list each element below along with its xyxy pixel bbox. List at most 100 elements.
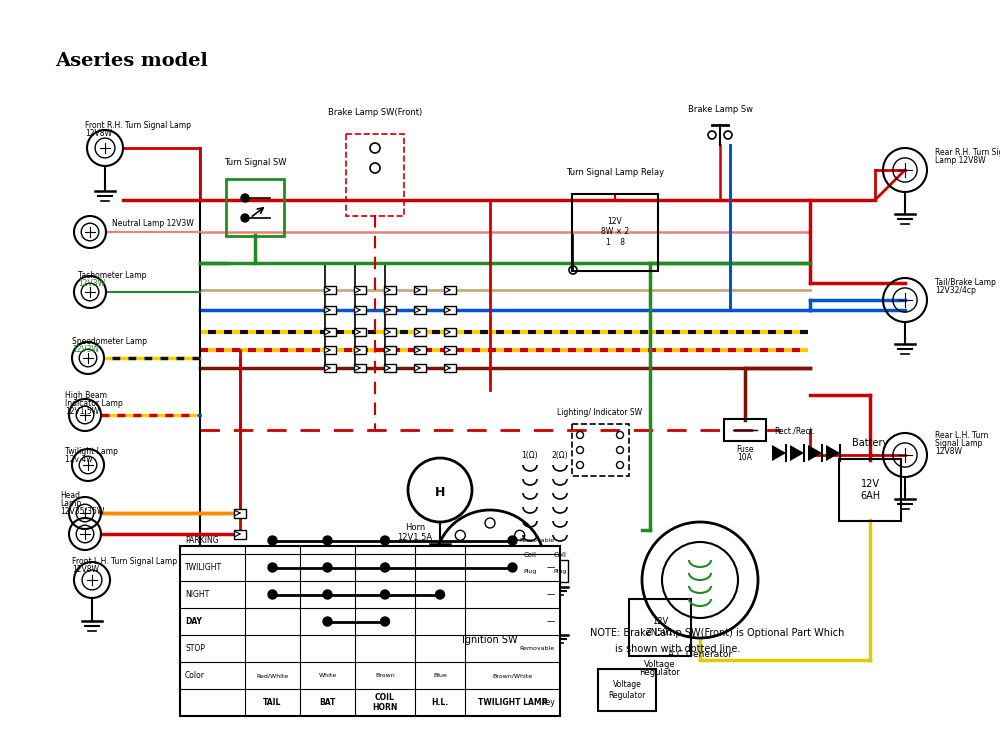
Circle shape <box>380 617 390 626</box>
Text: 12V3W: 12V3W <box>72 345 99 354</box>
Text: NOTE: Brake Lamp SW(Front) is Optional Part Which: NOTE: Brake Lamp SW(Front) is Optional P… <box>590 628 844 638</box>
Circle shape <box>380 590 390 599</box>
Bar <box>354 328 366 336</box>
Text: —: — <box>547 590 555 599</box>
Circle shape <box>268 563 277 572</box>
Text: 2(Ω): 2(Ω) <box>552 451 568 460</box>
Text: Lamp: Lamp <box>60 499 81 508</box>
Bar <box>234 509 246 517</box>
Bar <box>444 306 456 314</box>
Text: TWILIGHT: TWILIGHT <box>185 563 222 572</box>
Text: Coil: Coil <box>524 552 536 558</box>
Text: A.C Generator: A.C Generator <box>668 650 732 659</box>
Circle shape <box>268 590 277 599</box>
Text: NIGHT: NIGHT <box>185 590 209 599</box>
Bar <box>384 328 396 336</box>
Text: Blue: Blue <box>433 673 447 678</box>
Bar <box>522 560 538 582</box>
Text: Rear L.H. Turn: Rear L.H. Turn <box>935 431 988 440</box>
Circle shape <box>662 542 738 618</box>
Polygon shape <box>772 445 786 461</box>
Text: Removable: Removable <box>520 646 555 651</box>
Bar <box>324 346 336 354</box>
Text: 12V35/35W: 12V35/35W <box>60 507 104 516</box>
Text: Twilight Lamp: Twilight Lamp <box>65 447 118 456</box>
Text: COIL
HORN: COIL HORN <box>372 693 398 712</box>
Text: 12V
ZN501: 12V ZN501 <box>646 617 674 637</box>
Bar <box>324 328 336 336</box>
Circle shape <box>323 536 332 545</box>
Text: Horn: Horn <box>405 523 425 532</box>
Text: Regulator: Regulator <box>640 668 680 677</box>
Bar <box>384 286 396 294</box>
Text: 12V32/4cp: 12V32/4cp <box>935 286 976 295</box>
Text: Rect./Rect.: Rect./Rect. <box>774 426 816 435</box>
Text: 12V
6AH: 12V 6AH <box>860 479 880 501</box>
Circle shape <box>268 536 277 545</box>
Text: Front L.H. Turn Signal Lamp: Front L.H. Turn Signal Lamp <box>72 557 177 566</box>
Text: Red/White: Red/White <box>256 673 289 678</box>
Bar <box>552 560 568 582</box>
Bar <box>444 364 456 372</box>
Text: Front R.H. Turn Signal Lamp: Front R.H. Turn Signal Lamp <box>85 121 191 130</box>
Bar <box>414 364 426 372</box>
Text: H.L.: H.L. <box>431 698 449 707</box>
Text: Removable: Removable <box>520 538 555 543</box>
Text: Brake Lamp Sw: Brake Lamp Sw <box>688 105 753 114</box>
Text: Brown/White: Brown/White <box>492 673 533 678</box>
Circle shape <box>642 522 758 638</box>
Bar <box>180 546 560 716</box>
Text: 12v 4w: 12v 4w <box>65 455 92 464</box>
Text: 12V1.5A: 12V1.5A <box>397 533 433 542</box>
Circle shape <box>380 563 390 572</box>
Text: 12V1.5W: 12V1.5W <box>65 407 99 416</box>
Text: Color: Color <box>185 671 205 680</box>
Text: Coil: Coil <box>554 552 566 558</box>
Text: —: — <box>547 563 555 572</box>
Bar <box>324 306 336 314</box>
Bar <box>384 364 396 372</box>
Bar <box>354 364 366 372</box>
Bar <box>384 346 396 354</box>
Bar <box>444 328 456 336</box>
Bar <box>414 346 426 354</box>
Text: High Beam: High Beam <box>65 391 107 400</box>
Text: Voltage: Voltage <box>644 660 676 669</box>
Text: STOP: STOP <box>185 644 205 653</box>
Text: Aseries model: Aseries model <box>55 52 208 70</box>
Text: Lighting/ Indicator SW: Lighting/ Indicator SW <box>557 408 643 417</box>
Circle shape <box>323 590 332 599</box>
Text: White: White <box>318 673 337 678</box>
Circle shape <box>508 536 517 545</box>
Bar <box>414 306 426 314</box>
Text: Voltage
Regulator: Voltage Regulator <box>608 680 646 700</box>
Text: TAIL: TAIL <box>263 698 282 707</box>
Text: Battery: Battery <box>852 438 888 448</box>
Text: Neutral Lamp 12V3W: Neutral Lamp 12V3W <box>112 219 194 228</box>
Text: 12V8W: 12V8W <box>85 129 112 138</box>
Text: 12V8W: 12V8W <box>935 447 962 456</box>
Polygon shape <box>790 445 804 461</box>
Bar <box>414 328 426 336</box>
Circle shape <box>323 563 332 572</box>
Bar <box>354 286 366 294</box>
Bar <box>444 346 456 354</box>
Text: Plug: Plug <box>523 570 537 575</box>
Bar <box>324 286 336 294</box>
Text: H: H <box>435 485 445 498</box>
Text: 1(Ω): 1(Ω) <box>522 451 538 460</box>
Text: Brake Lamp SW(Front): Brake Lamp SW(Front) <box>328 108 422 117</box>
Text: Turn Signal Lamp Relay: Turn Signal Lamp Relay <box>566 168 664 177</box>
Text: Fuse: Fuse <box>736 445 754 454</box>
Bar <box>384 306 396 314</box>
Bar <box>354 306 366 314</box>
Text: Lamp 12V8W: Lamp 12V8W <box>935 156 986 165</box>
Text: Signal Lamp: Signal Lamp <box>935 439 982 448</box>
Text: Tail/Brake Lamp: Tail/Brake Lamp <box>935 278 996 287</box>
Text: Ignition SW: Ignition SW <box>462 635 518 645</box>
Circle shape <box>241 214 249 222</box>
Text: Speedometer Lamp: Speedometer Lamp <box>72 337 147 346</box>
Text: BAT: BAT <box>319 698 336 707</box>
Bar <box>444 286 456 294</box>
Text: is shown with dotted line.: is shown with dotted line. <box>615 644 740 654</box>
